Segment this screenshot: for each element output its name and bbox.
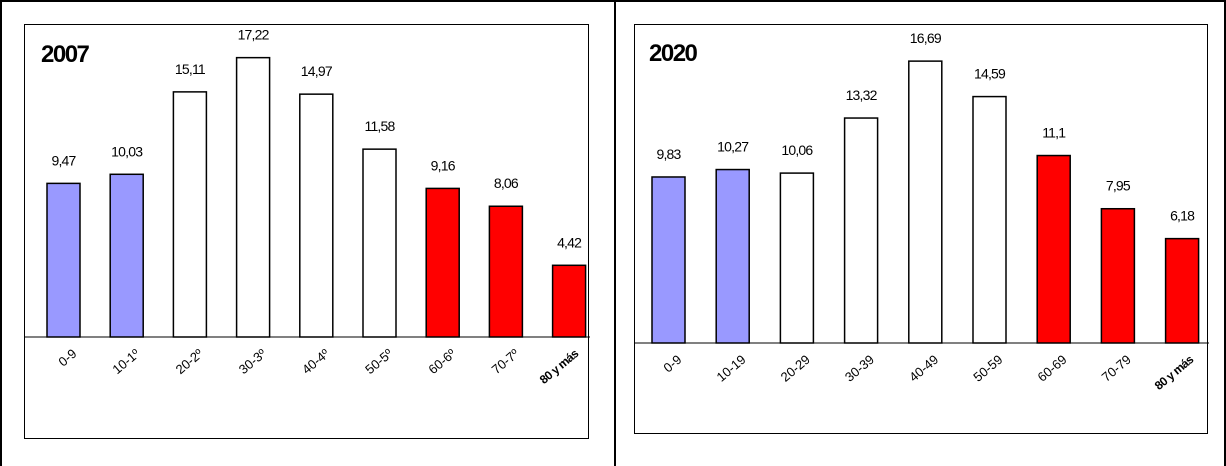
value-label: 13,32 [846,87,878,103]
panel-2020: 2020 9,83 0-9 10,27 10-19 10,06 20-29 13,32 30-3… [615,0,1226,466]
x-tick-label: 20-29 [778,352,813,385]
value-label: 8,06 [494,175,519,191]
bar-1 [46,182,81,338]
value-label: 11,1 [1042,125,1066,141]
x-tick-label: 70-79 [1099,352,1134,385]
x-tick-label: 80 y más [537,346,582,387]
x-tick-label: 50-5º [362,346,395,377]
chart-title: 2020 [649,40,698,67]
x-tick-label: 50-59 [970,352,1005,385]
value-label: 14,59 [974,66,1006,82]
bar-5 [908,60,943,344]
value-label: 4,42 [557,234,582,250]
value-label: 14,97 [301,63,333,79]
bar-4 [843,117,879,344]
chart-2020: 2020 9,83 0-9 10,27 10-19 10,06 20-29 13,32 30-3… [634,24,1209,434]
x-tick-label: 60-69 [1035,352,1070,385]
chart-2007-svg: 2007 9,47 0-9 10,03 10-1º 15,11 20-2º 17,22 30-3… [25,27,590,387]
bar-6 [362,148,397,338]
value-label: 10,06 [781,142,813,158]
x-tick-label: 0-9 [660,352,684,376]
chart-2020-svg: 2020 9,83 0-9 10,27 10-19 10,06 20-29 13,32 30-3… [635,30,1209,393]
x-tick-label: 40-49 [906,352,941,385]
bar-7 [425,187,460,338]
x-tick-label: 80 y más [1152,352,1197,393]
bar-8 [1100,207,1136,344]
x-tick-label: 10-1º [109,346,142,377]
bar-6 [972,95,1007,344]
bar-4 [235,56,271,338]
value-label: 10,03 [111,143,143,159]
x-tick-label: 30-3º [236,346,269,377]
panel-2007: 2007 9,47 0-9 10,03 10-1º 15,11 20-2º 17,22 30-3… [0,0,615,466]
value-label: 9,83 [656,146,681,162]
chart-title: 2007 [41,41,90,68]
value-label: 9,47 [51,152,76,168]
chart-2007: 2007 9,47 0-9 10,03 10-1º 15,11 20-2º 17,22 30-3… [24,24,590,439]
x-tick-label: 20-2º [173,346,206,377]
value-label: 17,22 [238,27,270,43]
bar-9 [1164,237,1200,344]
value-label: 9,16 [431,157,456,173]
x-tick-label: 30-39 [842,352,877,385]
value-label: 7,95 [1106,178,1131,194]
bar-1 [651,176,686,344]
x-tick-label: 10-19 [714,352,749,385]
value-label: 11,58 [365,118,396,134]
x-tick-label: 60-6º [425,346,458,377]
x-tick-label: 70-7º [489,346,522,377]
value-label: 6,18 [1170,208,1195,224]
x-tick-label: 40-4º [299,346,332,377]
value-label: 16,69 [910,30,942,46]
value-label: 10,27 [717,139,749,155]
bar-5 [299,93,334,338]
x-tick-label: 0-9 [55,346,79,370]
bar-3 [172,91,208,338]
bar-2 [715,168,750,344]
bar-2 [109,173,144,338]
bar-9 [551,264,587,338]
bar-7 [1036,154,1071,344]
bar-3 [779,172,815,344]
value-label: 15,11 [175,61,206,77]
bar-8 [488,205,524,338]
